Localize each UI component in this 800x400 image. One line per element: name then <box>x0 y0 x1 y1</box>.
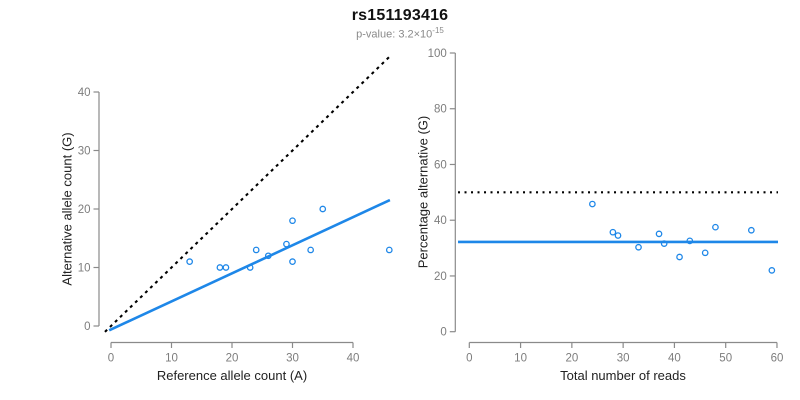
data-point <box>655 230 663 238</box>
y-tick-label: 100 <box>428 48 447 60</box>
y-tick-label: 20 <box>434 271 447 283</box>
x-tick-label: 30 <box>617 353 630 365</box>
x-tick-label: 40 <box>347 353 360 365</box>
data-point <box>385 246 393 254</box>
x-tick-label: 50 <box>719 353 732 365</box>
y-tick-label: 0 <box>84 321 90 333</box>
data-point <box>252 246 260 254</box>
x-tick-label: 10 <box>165 353 178 365</box>
x-tick-label: 10 <box>514 353 527 365</box>
y-tick-label: 40 <box>434 215 447 227</box>
p-value-subtitle: p-value: 3.2×10-15 <box>0 26 800 41</box>
x-tick-label: 20 <box>565 353 578 365</box>
data-point <box>289 217 296 225</box>
x-tick-label: 30 <box>286 353 299 365</box>
identity-line <box>104 53 393 333</box>
data-point <box>660 240 668 247</box>
data-point <box>712 223 719 231</box>
data-point <box>701 249 709 257</box>
y-tick-label: 40 <box>78 87 91 99</box>
right-y-axis-title: Percentage alternative (G) <box>415 115 431 269</box>
x-tick-label: 40 <box>668 353 681 365</box>
x-tick-label: 0 <box>108 353 114 365</box>
data-point <box>264 252 272 260</box>
data-point <box>589 200 596 208</box>
data-point <box>283 240 290 248</box>
y-tick-label: 80 <box>434 104 447 116</box>
x-tick-label: 20 <box>226 353 239 365</box>
data-point <box>676 253 683 261</box>
data-point <box>635 243 642 251</box>
data-point <box>686 237 694 245</box>
left-x-axis-title: Reference allele count (A) <box>156 368 308 383</box>
x-tick-label: 0 <box>466 353 472 365</box>
data-point <box>289 258 296 265</box>
data-point <box>614 232 622 239</box>
y-tick-label: 60 <box>434 159 447 171</box>
y-tick-label: 30 <box>78 146 91 158</box>
data-point <box>307 246 314 254</box>
y-tick-label: 0 <box>440 327 446 339</box>
data-point <box>186 258 193 265</box>
x-tick-label: 60 <box>771 353 784 365</box>
p-value-exponent: -15 <box>432 26 444 35</box>
data-point <box>319 205 327 213</box>
page-title: rs151193416 <box>351 7 449 24</box>
y-tick-label: 20 <box>78 204 91 216</box>
p-value-text: p-value: 3.2×10 <box>356 28 433 41</box>
data-point <box>747 226 755 234</box>
data-point <box>216 264 224 271</box>
right-x-axis-title: Total number of reads <box>560 368 686 383</box>
data-point <box>609 228 617 236</box>
data-point <box>768 267 776 274</box>
data-point <box>222 264 230 271</box>
y-tick-label: 10 <box>78 263 91 275</box>
data-point <box>246 264 254 271</box>
left-y-axis-title: Alternative allele count (G) <box>59 132 75 286</box>
